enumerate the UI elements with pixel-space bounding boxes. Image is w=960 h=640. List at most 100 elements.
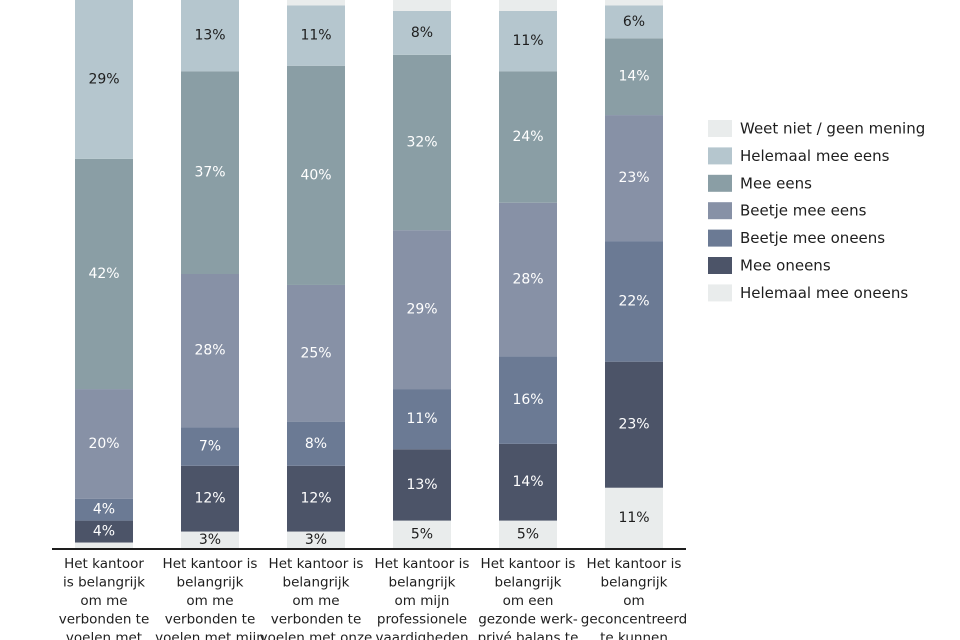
- category-label-line: Het kantoor is: [269, 556, 364, 572]
- bar-segment: [181, 427, 239, 466]
- data-label: 16%: [512, 392, 543, 408]
- data-label: 28%: [194, 343, 225, 359]
- category-label-line: om me: [186, 593, 233, 609]
- bar-segment: [499, 356, 557, 444]
- data-label: 6%: [623, 14, 645, 30]
- category-label-line: Het kantoor is: [481, 556, 576, 572]
- legend-label: Helemaal mee oneens: [740, 284, 908, 302]
- data-label: 11%: [618, 510, 649, 526]
- data-label: 11%: [406, 411, 437, 427]
- bar-segment: [605, 38, 663, 116]
- bar-segment: [393, 230, 451, 390]
- category-label: Het kantoor is belangrijk om me verbonden t…: [59, 556, 150, 640]
- bar-segment: [499, 10, 557, 72]
- bar-segment: [75, 520, 133, 543]
- bar-segment: [75, 158, 133, 390]
- category-label-line: om me: [292, 593, 339, 609]
- bars-group: 4% 4% 20% 42% 29% 3% 12% 7% 28% 37% 13% 3% 12% 8% 25% 4…: [75, 0, 663, 548]
- data-label: 14%: [512, 474, 543, 490]
- category-label-line: Het kantoor is: [163, 556, 258, 572]
- legend: Weet niet / geen mening Helemaal mee eens…: [708, 120, 925, 302]
- bar-segment: [393, 389, 451, 450]
- legend-item: Beetje mee oneens: [708, 229, 885, 247]
- data-label: 4%: [93, 502, 115, 518]
- data-label: 4%: [93, 524, 115, 540]
- category-labels: Het kantoor is belangrijk om me verbonden t…: [59, 556, 688, 640]
- legend-label: Mee eens: [740, 174, 812, 192]
- legend-swatch: [708, 147, 732, 165]
- legend-swatch: [708, 120, 732, 137]
- data-label: 5%: [517, 526, 539, 542]
- bar-segment: [287, 5, 345, 66]
- category-label-line: verbonden te: [165, 612, 256, 628]
- category-label: Het kantoor is belangrijk om mijn professio…: [375, 556, 470, 640]
- data-label: 13%: [194, 28, 225, 44]
- legend-swatch: [708, 174, 732, 192]
- bar-segment: [605, 361, 663, 488]
- category-label-line: belangrijk: [495, 575, 562, 591]
- category-label: Het kantoor is belangrijk om me verbonden t…: [260, 556, 373, 640]
- bar-segment: [287, 0, 345, 6]
- bar-stack-2: 3% 12% 7% 28% 37% 13%: [181, 0, 239, 548]
- category-label-line: belangrijk: [601, 575, 668, 591]
- bar-segment: [181, 531, 239, 548]
- data-label: 5%: [411, 526, 433, 542]
- data-label: 24%: [512, 129, 543, 145]
- data-label: 12%: [194, 491, 225, 507]
- data-label: 12%: [300, 491, 331, 507]
- bar-segment: [75, 498, 133, 521]
- data-label: 20%: [88, 436, 119, 452]
- bar-segment: [605, 0, 663, 6]
- category-label-line: belangrijk: [389, 575, 456, 591]
- category-label-line: verbonden te: [59, 612, 150, 628]
- data-label: 23%: [618, 417, 649, 433]
- bar-segment: [287, 284, 345, 422]
- bar-segment: [393, 54, 451, 231]
- bar-stack-5: 5% 14% 16% 28% 24% 11%: [499, 0, 557, 548]
- bar-segment: [605, 487, 663, 548]
- category-label-line: om mijn: [395, 593, 450, 609]
- bar-stack-1: 4% 4% 20% 42% 29%: [75, 0, 133, 548]
- legend-label: Beetje mee eens: [740, 202, 867, 220]
- bar-segment: [393, 520, 451, 548]
- bar-segment: [499, 443, 557, 521]
- bar-segment: [499, 71, 557, 203]
- data-label: 11%: [512, 33, 543, 49]
- data-label: 29%: [406, 302, 437, 318]
- bar-segment: [181, 465, 239, 532]
- category-label-line: om: [623, 593, 644, 609]
- data-label: 3%: [305, 532, 327, 548]
- category-label-line: gezonde werk-: [478, 612, 578, 628]
- bar-segment: [499, 0, 557, 11]
- bar-segment: [393, 0, 451, 11]
- data-label: 13%: [406, 477, 437, 493]
- category-label-line: voelen met: [66, 630, 142, 640]
- bar-segment: [605, 5, 663, 39]
- bar-segment: [287, 421, 345, 466]
- bar-segment: [605, 241, 663, 362]
- bar-stack-6: 11% 23% 22% 23% 14% 6%: [605, 0, 663, 548]
- data-label: 7%: [199, 439, 221, 455]
- category-label-line: om me: [80, 593, 127, 609]
- bar-segment: [75, 0, 133, 159]
- legend-item: Mee eens: [708, 174, 812, 192]
- data-label: 23%: [618, 170, 649, 186]
- category-label-line: Het kantoor: [64, 556, 144, 572]
- category-label-line: voelen met mijn: [155, 630, 265, 640]
- category-label-line: verbonden te: [271, 612, 362, 628]
- category-label-line: belangrijk: [177, 575, 244, 591]
- legend-label: Weet niet / geen mening: [740, 120, 925, 138]
- legend-item: Helemaal mee oneens: [708, 284, 908, 302]
- category-label: Het kantoor is belangrijk om een gezonde we…: [478, 556, 579, 640]
- bar-segment: [287, 65, 345, 285]
- data-label: 29%: [88, 71, 119, 87]
- legend-item: Mee oneens: [708, 257, 831, 275]
- legend-swatch: [708, 257, 732, 274]
- legend-label: Helemaal mee eens: [740, 147, 890, 165]
- category-label: Het kantoor is belangrijk om geconcentreerd…: [581, 556, 687, 640]
- data-label: 8%: [305, 436, 327, 452]
- data-label: 14%: [618, 69, 649, 85]
- legend-swatch: [708, 229, 732, 247]
- data-label: 32%: [406, 134, 437, 150]
- data-label: 3%: [199, 532, 221, 548]
